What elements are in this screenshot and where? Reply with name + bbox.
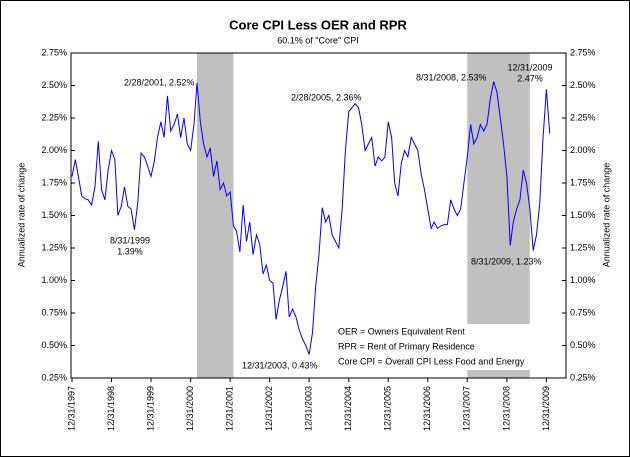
x-tick-label: 12/31/2000 <box>185 386 195 431</box>
x-tick-label: 12/31/1999 <box>145 386 155 431</box>
x-tick-label: 12/31/2002 <box>264 386 274 431</box>
x-tick-label: 12/31/2009 <box>541 386 551 431</box>
y2-tick-label: 1.75% <box>570 177 596 187</box>
annotation: 8/31/1999 <box>110 235 150 245</box>
y-tick-label: 1.50% <box>41 210 67 220</box>
x-tick-label: 12/31/2004 <box>343 386 353 431</box>
y-tick-label: 2.00% <box>41 145 67 155</box>
annotation: 2/28/2005, 2.36% <box>291 92 362 102</box>
x-tick-label: 12/31/1998 <box>106 386 116 431</box>
x-tick-label: 12/31/2003 <box>304 386 314 431</box>
annotation: 2.47% <box>517 73 543 83</box>
y-tick-label: 2.50% <box>41 80 67 90</box>
annotation: 1.39% <box>117 246 143 256</box>
y2-tick-label: 0.25% <box>570 372 596 382</box>
y2-axis-label: Annualized rate of change <box>601 163 611 268</box>
chart-subtitle: 60.1% of "Core" CPI <box>277 35 358 45</box>
y2-tick-label: 2.75% <box>570 47 596 57</box>
y-tick-label: 1.75% <box>41 177 67 187</box>
annotation: 8/31/2008, 2.53% <box>416 72 487 82</box>
x-tick-label: 12/31/2008 <box>501 386 511 431</box>
x-tick-label: 12/31/2006 <box>422 386 432 431</box>
chart-title: Core CPI Less OER and RPR <box>229 17 407 32</box>
notes-box <box>333 324 561 370</box>
x-tick-label: 12/31/2005 <box>383 386 393 431</box>
y2-tick-label: 2.50% <box>570 80 596 90</box>
shaded-period <box>197 53 234 378</box>
note: RPR = Rent of Primary Residence <box>338 341 475 351</box>
y-axis-label: Annualized rate of change <box>16 163 26 268</box>
note: Core CPI = Overall CPI Less Food and Ene… <box>338 356 525 366</box>
y2-tick-label: 2.00% <box>570 145 596 155</box>
y2-tick-label: 1.00% <box>570 275 596 285</box>
note: OER = Owners Equivalent Rent <box>338 326 465 336</box>
y-tick-label: 1.25% <box>41 242 67 252</box>
annotation: 8/31/2009, 1.23% <box>471 256 542 266</box>
y-tick-label: 0.25% <box>41 372 67 382</box>
annotation: 12/31/2009 <box>507 62 552 72</box>
y2-tick-label: 0.50% <box>570 340 596 350</box>
y2-tick-label: 2.25% <box>570 112 596 122</box>
line-series <box>71 81 551 355</box>
x-tick-label: 12/31/2001 <box>225 386 235 431</box>
y2-tick-label: 1.25% <box>570 242 596 252</box>
y-tick-label: 0.50% <box>41 340 67 350</box>
y-tick-label: 1.00% <box>41 275 67 285</box>
y-tick-label: 0.75% <box>41 307 67 317</box>
x-tick-label: 12/31/2007 <box>462 386 472 431</box>
y2-tick-label: 0.75% <box>570 307 596 317</box>
y-tick-label: 2.75% <box>41 47 67 57</box>
annotation: 2/28/2001, 2.52% <box>124 77 195 87</box>
annotation: 12/31/2003, 0.43% <box>242 360 318 370</box>
y-tick-label: 2.25% <box>41 112 67 122</box>
x-tick-label: 12/31/1997 <box>66 386 76 431</box>
y2-tick-label: 1.50% <box>570 210 596 220</box>
